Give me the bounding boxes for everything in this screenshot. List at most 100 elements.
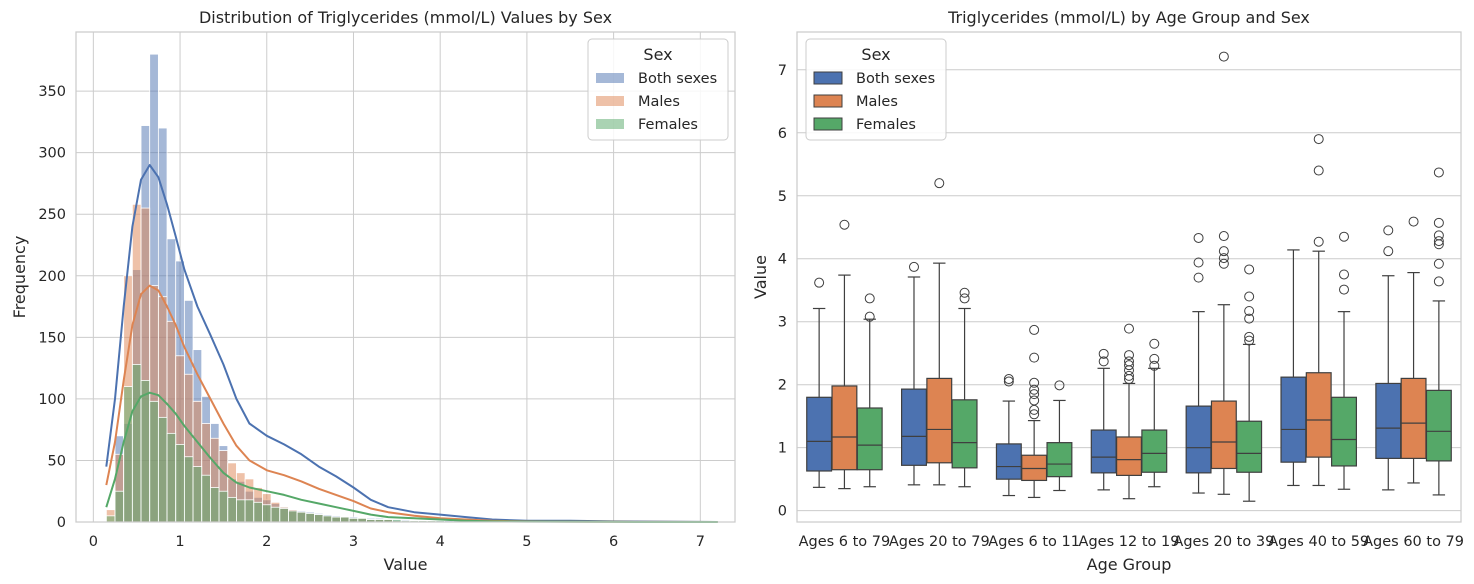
histogram-bar-females (192, 466, 203, 523)
box-outlier-point (1193, 272, 1204, 283)
box-iqr (1210, 400, 1237, 470)
box-iqr (1116, 436, 1142, 476)
box-outlier-point (1029, 352, 1040, 363)
box-outlier-point (1124, 356, 1134, 367)
histogram-bar-females (296, 511, 307, 523)
histogram-title: Distribution of Triglycerides (mmol/L) V… (199, 8, 612, 27)
box-iqr (1141, 429, 1168, 473)
box-iqr (1375, 382, 1402, 459)
box-outlier-point (1313, 134, 1324, 145)
box-iqr (1236, 420, 1263, 473)
histogram-y-tick-label: 200 (38, 269, 66, 285)
box-outlier-point (1003, 374, 1014, 385)
boxplot-x-tick-label: Ages 6 to 11 (988, 534, 1080, 550)
box-outlier-point (1433, 258, 1444, 269)
box-iqr (1021, 454, 1048, 482)
box-outlier-point (1218, 231, 1229, 242)
kde-line-females (105, 391, 718, 523)
box-outlier-point (1029, 377, 1040, 388)
box-outlier-point (1339, 231, 1350, 242)
histogram-y-tick-label: 100 (38, 392, 66, 408)
histogram-bar-females (322, 515, 333, 523)
box-males-ages-12-to-19 (1116, 323, 1142, 500)
boxplot-series-females (856, 167, 1452, 502)
box-outlier-point (1218, 246, 1229, 257)
box-outlier-point (1313, 236, 1324, 247)
box-outlier-point (864, 311, 875, 322)
box-outlier-point (839, 219, 850, 230)
histogram-bar-females (210, 487, 220, 523)
box-outlier-point (1054, 380, 1065, 391)
box-iqr (1185, 405, 1212, 474)
box-iqr (900, 388, 927, 466)
histogram-bar-females (236, 499, 246, 523)
box-outlier-point (1124, 370, 1134, 381)
box-iqr (995, 443, 1022, 480)
boxplot-x-tick-label: Ages 6 to 79 (799, 534, 891, 550)
box-both-sexes-ages-6-to-11 (995, 374, 1022, 497)
box-outlier-point (1244, 331, 1255, 342)
box-outlier-point (1218, 51, 1229, 62)
boxplot-x-tick-label: Ages 60 to 79 (1363, 534, 1464, 550)
box-iqr (831, 385, 858, 471)
box-legend-label-both-sexes: Both sexes (856, 71, 935, 87)
boxplot-y-tick-label: 5 (778, 189, 787, 205)
box-outlier-point (1029, 384, 1040, 395)
histogram-chart: 0 1 2 3 4 5 6 7 0 50 100 150 200 250 300 350 Distribut… (10, 8, 736, 574)
histogram-y-tick-label: 50 (48, 453, 66, 469)
histogram-bar-females (166, 432, 177, 523)
box-outlier-point (959, 287, 970, 298)
legend-swatch-females (596, 119, 624, 129)
histogram-bar-females (227, 496, 237, 523)
box-females-ages-60-to-79 (1425, 167, 1452, 496)
box-iqr (1090, 429, 1117, 474)
box-outlier-point (1149, 338, 1160, 349)
boxplot-xlabel: Age Group (1087, 555, 1172, 574)
histogram-bar-females (149, 400, 159, 523)
histogram-xlabel: Value (384, 555, 428, 574)
histogram-x-tick-label: 6 (609, 534, 618, 550)
legend-swatch-males (596, 96, 624, 106)
histogram-x-tick-label: 0 (89, 534, 98, 550)
box-both-sexes-ages-6-to-79 (806, 277, 833, 488)
histogram-bar-females (218, 490, 229, 523)
boxplot-y-tick-label: 4 (778, 252, 787, 268)
legend-label-females: Females (638, 117, 698, 133)
histogram-bar-females (140, 380, 151, 523)
box-outlier-point (1029, 324, 1040, 335)
box-outlier-point (1433, 236, 1444, 247)
boxplot-x-tick-label: Ages 20 to 79 (889, 534, 990, 550)
legend-label-both-sexes: Both sexes (638, 71, 717, 87)
histogram-y-tick-label: 350 (38, 84, 66, 100)
box-iqr (1400, 377, 1427, 459)
boxplot-y-tick-label: 6 (778, 126, 787, 142)
histogram-bar-females (157, 416, 168, 523)
boxplot-ylabel: Value (751, 255, 770, 299)
box-both-sexes-ages-20-to-79 (900, 261, 927, 486)
box-legend-swatch-females (813, 117, 843, 131)
histogram-series-females (105, 364, 445, 523)
histogram-ylabel: Frequency (10, 236, 29, 319)
box-legend-swatch-males (813, 94, 843, 108)
boxplot-x-tick-label: Ages 20 to 39 (1173, 534, 1274, 550)
box-iqr (806, 396, 833, 472)
histogram-bar-females (314, 514, 324, 523)
box-outlier-point (1124, 323, 1134, 334)
box-outlier-point (1029, 409, 1040, 420)
box-outlier-point (1383, 225, 1394, 236)
box-outlier-point (1098, 348, 1109, 359)
box-outlier-point (1244, 306, 1255, 317)
box-outlier-point (814, 277, 825, 288)
box-outlier-point (959, 293, 970, 304)
box-outlier-point (1339, 284, 1350, 295)
histogram-bar-females (175, 444, 185, 523)
box-iqr (856, 407, 883, 471)
box-outlier-point (908, 261, 919, 272)
histogram-bar-females (201, 474, 211, 523)
box-females-ages-6-to-11 (1046, 380, 1073, 492)
box-both-sexes-ages-12-to-19 (1090, 348, 1117, 491)
box-outlier-point (1149, 360, 1160, 371)
histogram-bar-females (183, 456, 194, 523)
histogram-bar-females (331, 516, 341, 523)
